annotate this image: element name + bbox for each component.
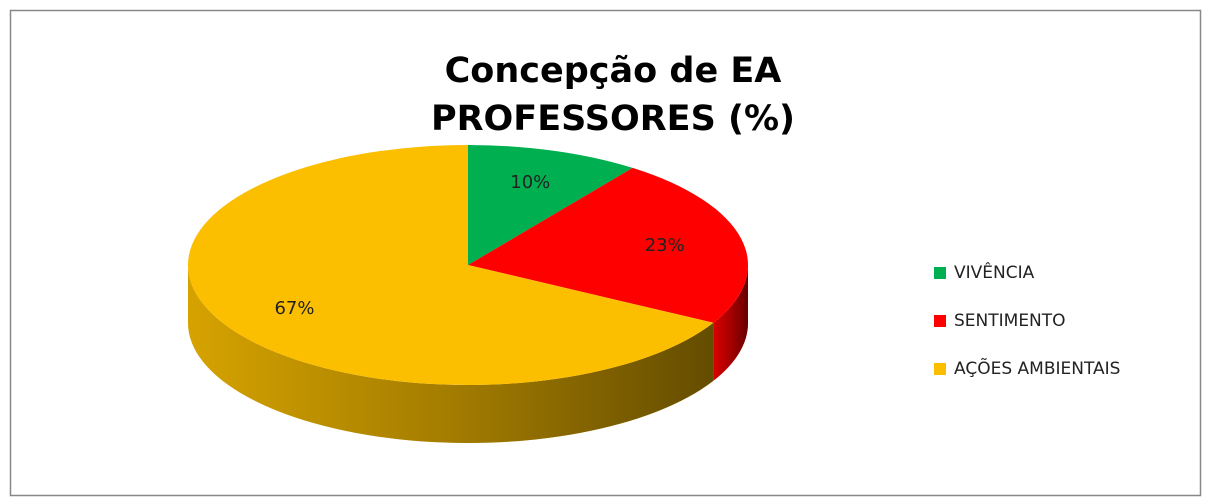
data-label: 67% — [274, 298, 314, 319]
pie-side-shade — [713, 265, 748, 381]
legend-label: VIVÊNCIA — [954, 261, 1035, 283]
legend-label: AÇÕES AMBIENTAIS — [954, 357, 1120, 379]
legend-label: SENTIMENTO — [954, 311, 1066, 331]
legend-swatch — [934, 267, 946, 279]
data-label: 23% — [645, 235, 685, 256]
legend-swatch — [934, 315, 946, 327]
pie-slice — [468, 167, 748, 323]
legend-swatch — [934, 363, 946, 375]
chart-title: Concepção de EA — [445, 51, 782, 91]
pie-slice — [188, 145, 714, 386]
pie-slice — [468, 145, 633, 265]
pie-side-shade — [188, 265, 714, 444]
data-label: 10% — [510, 172, 550, 193]
chart-title: PROFESSORES (%) — [431, 99, 795, 139]
